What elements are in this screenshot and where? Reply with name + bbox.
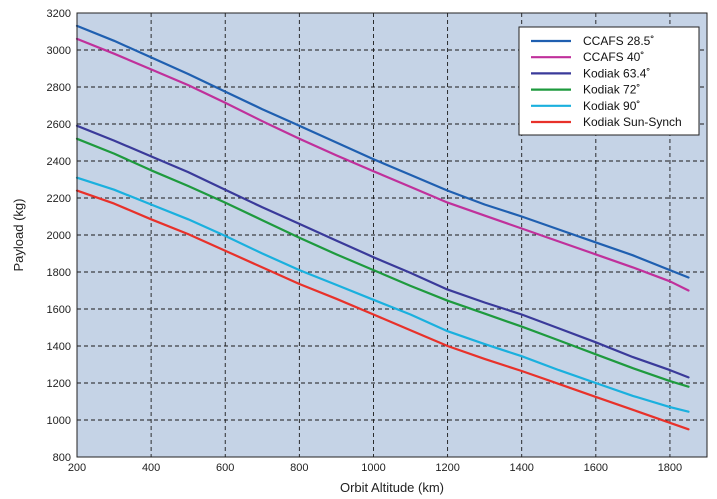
series-line-1 bbox=[75, 37, 690, 292]
x-tick-label: 1200 bbox=[435, 462, 459, 474]
y-tick-label: 1800 bbox=[47, 267, 71, 279]
y-tick-label: 2800 bbox=[47, 82, 71, 94]
legend-label: Kodiak Sun-Synch bbox=[583, 115, 682, 129]
y-tick-label: 2600 bbox=[47, 119, 71, 131]
x-tick-label: 400 bbox=[142, 462, 160, 474]
y-tick-label: 2400 bbox=[47, 156, 71, 168]
series-lines bbox=[75, 24, 690, 431]
series-line-4 bbox=[75, 176, 690, 413]
legend-label: Kodiak 90˚ bbox=[583, 99, 640, 113]
legend-label: CCAFS 40˚ bbox=[583, 50, 644, 64]
y-tick-label: 2000 bbox=[47, 230, 71, 242]
x-tick-label: 1400 bbox=[509, 462, 533, 474]
x-tick-labels: 200 400 600 800 1000 1200 1400 1600 1800 bbox=[68, 462, 682, 474]
x-tick-label: 1800 bbox=[658, 462, 682, 474]
legend-label: Kodiak 63.4˚ bbox=[583, 66, 650, 80]
legend: CCAFS 28.5˚ CCAFS 40˚ Kodiak 63.4˚ Kodiak 7… bbox=[518, 26, 700, 136]
y-tick-labels: 800 1000 1200 1400 1600 1800 2000 2200 2400 2600 2… bbox=[47, 8, 71, 464]
legend-box bbox=[518, 26, 700, 136]
y-tick-label: 3200 bbox=[47, 8, 71, 20]
y-axis-label: Payload (kg) bbox=[11, 199, 26, 272]
legend-label: CCAFS 28.5˚ bbox=[583, 34, 654, 48]
y-tick-label: 1000 bbox=[47, 415, 71, 427]
x-tick-label: 1000 bbox=[361, 462, 385, 474]
x-tick-label: 600 bbox=[216, 462, 234, 474]
series-line-0 bbox=[75, 24, 690, 279]
x-tick-label: 200 bbox=[68, 462, 86, 474]
x-axis-label: Orbit Altitude (km) bbox=[340, 480, 444, 495]
y-tick-label: 2200 bbox=[47, 193, 71, 205]
y-tick-label: 1200 bbox=[47, 378, 71, 390]
plot-frame bbox=[76, 12, 708, 458]
x-tick-label: 1600 bbox=[584, 462, 608, 474]
y-tick-label: 800 bbox=[53, 452, 71, 464]
series-line-5 bbox=[75, 189, 690, 431]
series-line-3 bbox=[75, 137, 690, 388]
y-tick-label: 1400 bbox=[47, 341, 71, 353]
legend-label: Kodiak 72˚ bbox=[583, 83, 640, 97]
y-tick-label: 1600 bbox=[47, 304, 71, 316]
series-line-2 bbox=[75, 124, 690, 379]
x-tick-label: 800 bbox=[290, 462, 308, 474]
y-tick-label: 3000 bbox=[47, 45, 71, 57]
